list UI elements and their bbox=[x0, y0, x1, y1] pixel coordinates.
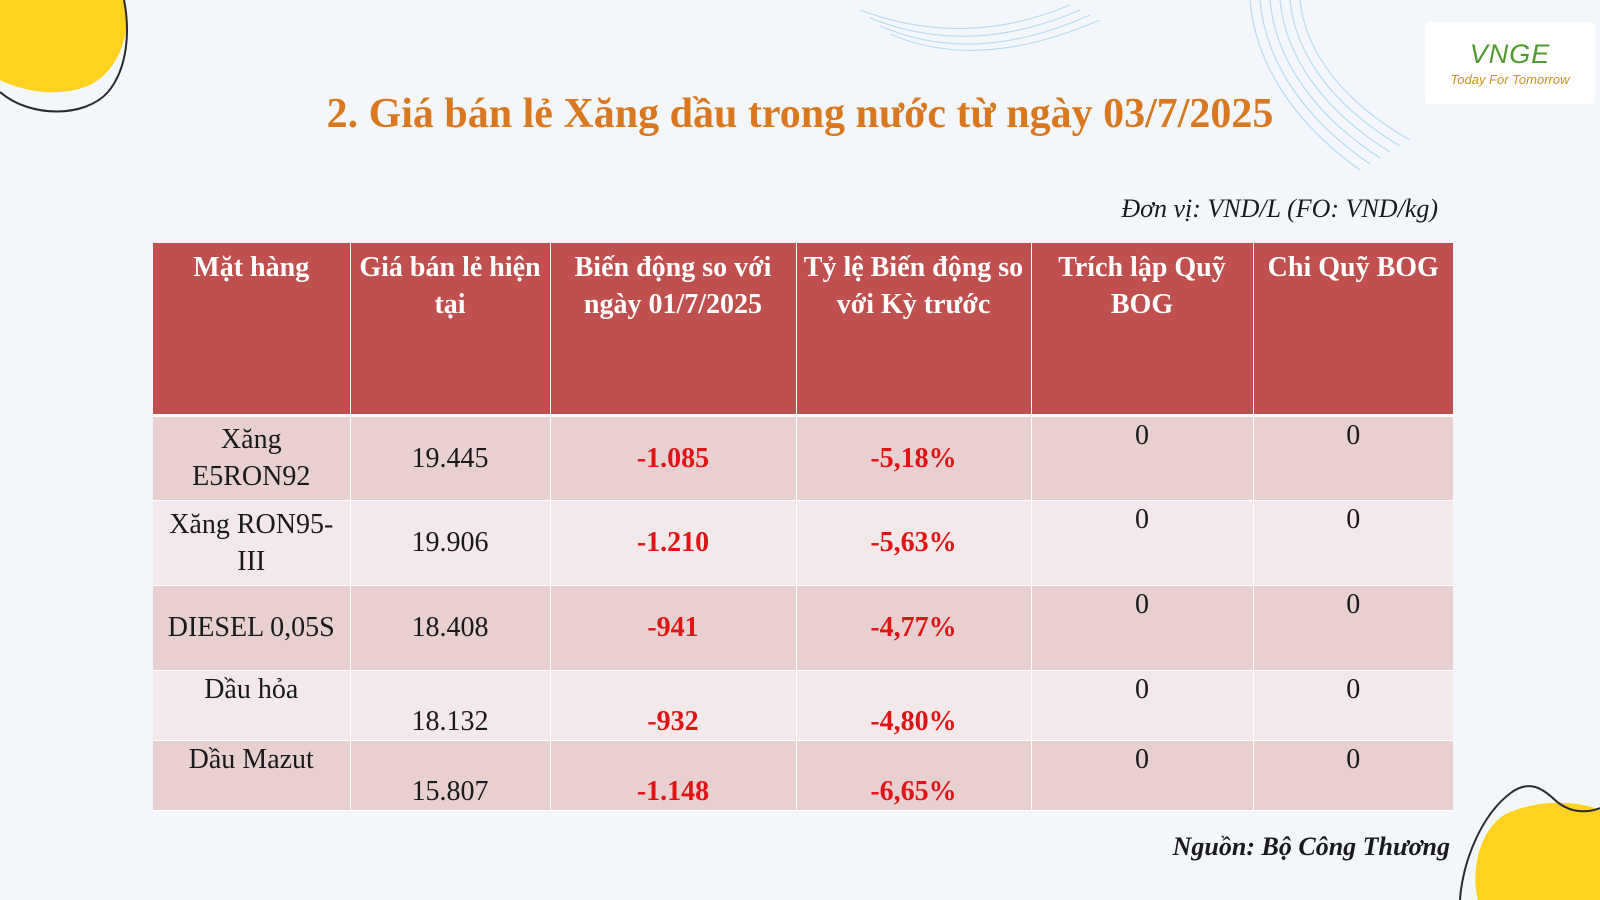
cell-product: Xăng RON95-III bbox=[153, 500, 351, 586]
table-row: Dầu Mazut 15.807 -1.148 -6,65% 0 0 bbox=[153, 740, 1453, 811]
table-row: Xăng E5RON92 19.445 -1.085 -5,18% 0 0 bbox=[153, 415, 1453, 501]
column-header-price: Giá bán lẻ hiện tại bbox=[350, 243, 551, 417]
cell-price: 18.408 bbox=[350, 585, 551, 671]
table-row: Dầu hỏa 18.132 -932 -4,80% 0 0 bbox=[153, 670, 1453, 741]
cell-change-pct: -4,77% bbox=[796, 585, 1032, 671]
cell-change: -1.085 bbox=[550, 415, 797, 501]
logo-mark: VNGE bbox=[1469, 39, 1551, 69]
cell-bog-fund: 0 bbox=[1031, 500, 1254, 586]
cell-price: 19.445 bbox=[350, 415, 551, 501]
cell-product: Dầu Mazut bbox=[153, 740, 351, 811]
corner-decoration-top-left bbox=[0, 0, 128, 113]
cell-price: 18.132 bbox=[350, 670, 551, 741]
cell-change-pct: -6,65% bbox=[796, 740, 1032, 811]
cell-change: -941 bbox=[550, 585, 797, 671]
cell-bog-fund: 0 bbox=[1031, 670, 1254, 741]
table-row: DIESEL 0,05S 18.408 -941 -4,77% 0 0 bbox=[153, 585, 1453, 671]
cell-change-pct: -4,80% bbox=[796, 670, 1032, 741]
cell-bog-fund: 0 bbox=[1031, 585, 1254, 671]
cell-price: 19.906 bbox=[350, 500, 551, 586]
cell-bog-fund: 0 bbox=[1031, 740, 1254, 811]
unit-note: Đơn vị: VND/L (FO: VND/kg) bbox=[1121, 194, 1438, 223]
cell-bog-spend: 0 bbox=[1253, 740, 1453, 811]
cell-product: Xăng E5RON92 bbox=[153, 415, 351, 501]
slide-title: 2. Giá bán lẻ Xăng dầu trong nước từ ngà… bbox=[326, 91, 1274, 137]
cell-bog-spend: 0 bbox=[1253, 670, 1453, 741]
column-header-bog-fund: Trích lập Quỹ BOG bbox=[1031, 243, 1254, 417]
cell-bog-spend: 0 bbox=[1253, 585, 1453, 671]
column-header-bog-spend: Chi Quỹ BOG bbox=[1253, 243, 1453, 417]
cell-change-pct: -5,63% bbox=[796, 500, 1032, 586]
company-logo: VNGE Today For Tomorrow bbox=[1425, 22, 1595, 104]
table-row: Xăng RON95-III 19.906 -1.210 -5,63% 0 0 bbox=[153, 500, 1453, 586]
fuel-price-table: Mặt hàng Giá bán lẻ hiện tại Biến động s… bbox=[153, 243, 1453, 811]
cell-bog-fund: 0 bbox=[1031, 415, 1254, 501]
cell-bog-spend: 0 bbox=[1253, 500, 1453, 586]
cell-price: 15.807 bbox=[350, 740, 551, 811]
cell-product: Dầu hỏa bbox=[153, 670, 351, 741]
cell-change: -932 bbox=[550, 670, 797, 741]
cell-change-pct: -5,18% bbox=[796, 415, 1032, 501]
cell-product: DIESEL 0,05S bbox=[153, 585, 351, 671]
column-header-change: Biến động so với ngày 01/7/2025 bbox=[550, 243, 797, 417]
source-note: Nguồn: Bộ Công Thương bbox=[1172, 832, 1450, 861]
cell-change: -1.210 bbox=[550, 500, 797, 586]
column-header-change-pct: Tỷ lệ Biến động so với Kỳ trước bbox=[796, 243, 1032, 417]
logo-tagline: Today For Tomorrow bbox=[1450, 72, 1570, 87]
cell-change: -1.148 bbox=[550, 740, 797, 811]
table-header-row: Mặt hàng Giá bán lẻ hiện tại Biến động s… bbox=[153, 243, 1453, 417]
column-header-product: Mặt hàng bbox=[153, 243, 351, 417]
corner-decoration-bottom-right bbox=[1459, 785, 1600, 900]
cell-bog-spend: 0 bbox=[1253, 415, 1453, 501]
wave-pattern-decoration bbox=[860, 0, 1411, 171]
